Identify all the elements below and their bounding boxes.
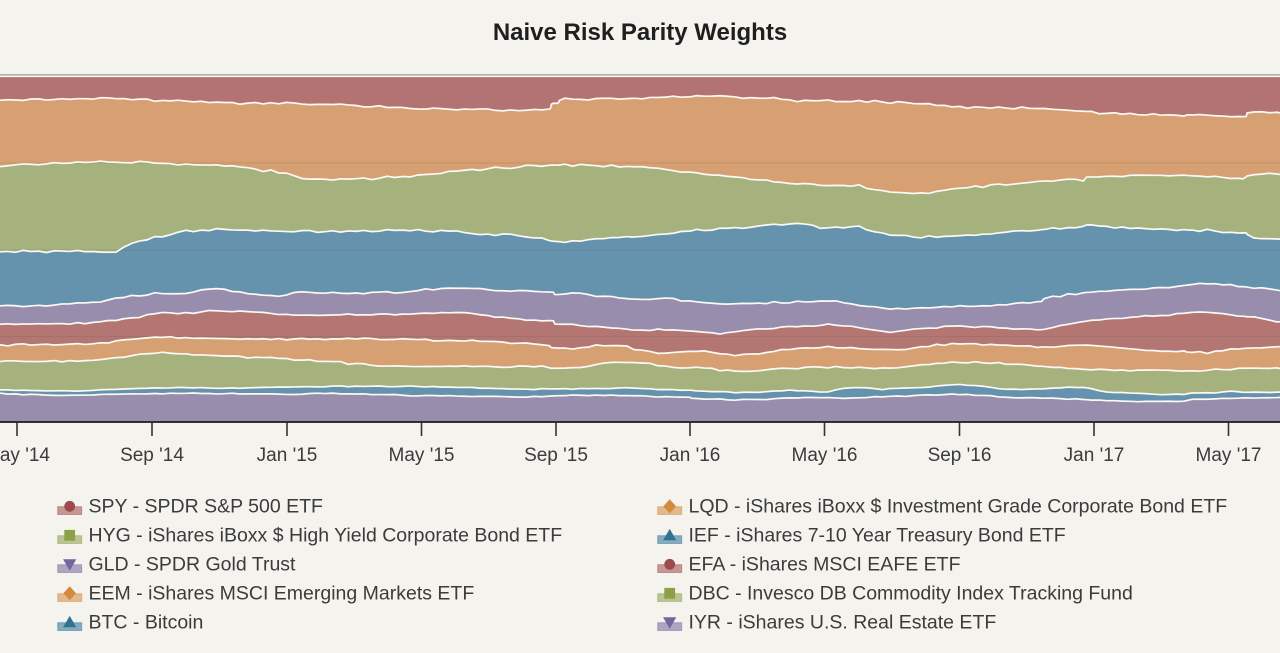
svg-text:May '14: May '14 [0, 445, 50, 466]
svg-text:May '16: May '16 [792, 445, 858, 466]
svg-text:Jan '15: Jan '15 [257, 445, 318, 466]
svg-text:May '15: May '15 [389, 445, 455, 466]
svg-text:Jan '17: Jan '17 [1064, 445, 1125, 466]
svg-text:EFA - iShares MSCI EAFE ETF: EFA - iShares MSCI EAFE ETF [689, 554, 961, 576]
svg-text:Naive Risk Parity Weights: Naive Risk Parity Weights [493, 19, 787, 46]
svg-text:LQD - iShares iBoxx $ Investme: LQD - iShares iBoxx $ Investment Grade C… [689, 496, 1228, 518]
svg-text:May '17: May '17 [1196, 445, 1262, 466]
svg-text:EEM - iShares MSCI Emerging Ma: EEM - iShares MSCI Emerging Markets ETF [89, 583, 475, 605]
svg-text:SPY - SPDR S&P 500 ETF: SPY - SPDR S&P 500 ETF [89, 496, 324, 518]
svg-text:Sep '16: Sep '16 [928, 445, 992, 466]
svg-text:Sep '14: Sep '14 [120, 445, 184, 466]
svg-text:IEF - iShares 7-10 Year Treasu: IEF - iShares 7-10 Year Treasury Bond ET… [689, 525, 1066, 547]
svg-text:IYR - iShares U.S. Real Estate: IYR - iShares U.S. Real Estate ETF [689, 612, 997, 634]
svg-text:GLD - SPDR Gold Trust: GLD - SPDR Gold Trust [89, 554, 297, 576]
svg-text:DBC - Invesco DB Commodity Ind: DBC - Invesco DB Commodity Index Trackin… [689, 583, 1133, 605]
svg-text:HYG - iShares iBoxx $ High Yie: HYG - iShares iBoxx $ High Yield Corpora… [89, 525, 563, 547]
svg-text:BTC - Bitcoin: BTC - Bitcoin [89, 612, 204, 634]
svg-text:Sep '15: Sep '15 [524, 445, 588, 466]
svg-text:Jan '16: Jan '16 [660, 445, 721, 466]
